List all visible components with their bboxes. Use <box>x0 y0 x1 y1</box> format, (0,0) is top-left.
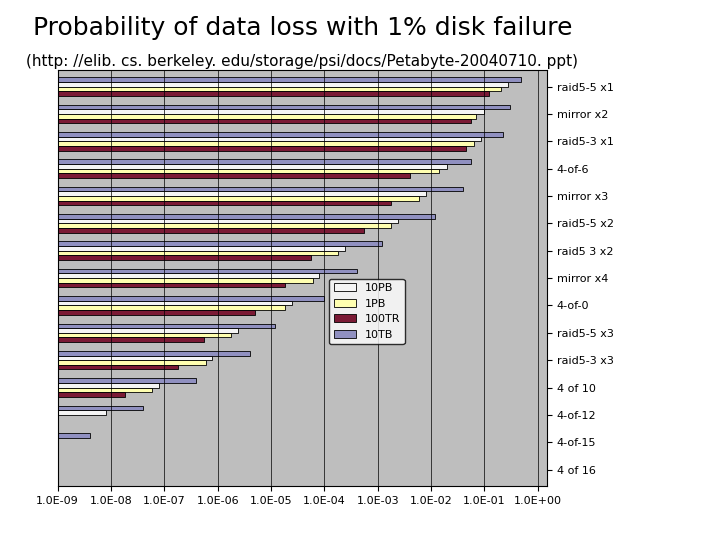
Bar <box>58 433 90 437</box>
Bar <box>58 82 508 86</box>
Bar <box>58 251 338 255</box>
Bar <box>58 255 310 260</box>
Bar <box>58 310 255 315</box>
Bar <box>58 146 466 151</box>
Bar <box>58 328 238 333</box>
Bar <box>58 241 382 246</box>
Bar <box>58 224 392 228</box>
Bar <box>58 365 178 369</box>
Bar <box>58 228 364 233</box>
Bar <box>58 114 476 119</box>
Bar <box>58 301 292 306</box>
Bar <box>58 77 521 82</box>
Text: (http: //elib. cs. berkeley. edu/storage/psi/docs/Petabyte-20040710. ppt): (http: //elib. cs. berkeley. edu/storage… <box>27 54 578 69</box>
Bar <box>58 323 275 328</box>
Bar <box>58 196 419 201</box>
Bar <box>58 273 319 278</box>
Bar <box>58 388 153 392</box>
Bar <box>58 173 410 178</box>
Bar <box>58 306 284 310</box>
Bar <box>58 219 398 224</box>
Bar <box>58 383 159 388</box>
Bar <box>58 410 106 415</box>
Bar <box>58 109 485 114</box>
Bar <box>58 360 206 365</box>
Bar <box>58 296 325 301</box>
Legend: 10PB, 1PB, 100TR, 10TB: 10PB, 1PB, 100TR, 10TB <box>329 279 405 344</box>
Bar <box>58 86 500 91</box>
Bar <box>58 214 436 219</box>
Bar <box>58 269 356 273</box>
Bar <box>58 119 471 123</box>
Bar <box>58 201 392 205</box>
Bar <box>58 137 481 141</box>
Bar <box>58 91 489 96</box>
Bar <box>58 378 197 383</box>
Text: Probability of data loss with 1% disk failure: Probability of data loss with 1% disk fa… <box>32 16 572 40</box>
Bar <box>58 191 426 196</box>
Bar <box>58 105 510 109</box>
Bar <box>58 355 212 360</box>
Bar <box>58 283 284 287</box>
Bar <box>58 406 143 410</box>
Bar <box>58 246 345 251</box>
Bar <box>58 168 439 173</box>
Bar <box>58 351 250 355</box>
Bar <box>58 187 463 191</box>
Bar <box>58 132 503 137</box>
Bar <box>58 333 231 338</box>
Bar <box>58 141 474 146</box>
Bar <box>58 278 312 283</box>
Bar <box>58 392 125 397</box>
Bar <box>58 338 204 342</box>
Bar <box>58 159 471 164</box>
Bar <box>58 164 447 168</box>
